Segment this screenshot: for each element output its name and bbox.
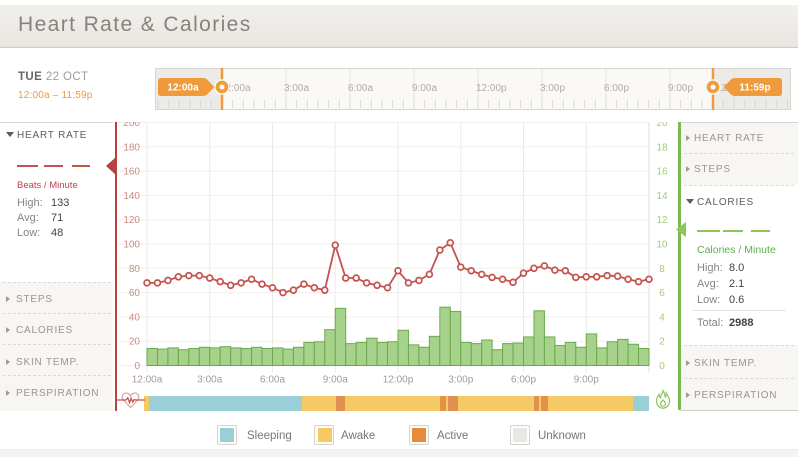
svg-text:14: 14 <box>656 191 668 202</box>
svg-text:20: 20 <box>656 122 668 129</box>
svg-text:9:00p: 9:00p <box>574 375 599 386</box>
svg-text:18: 18 <box>656 142 668 153</box>
svg-text:12:00p: 12:00p <box>383 375 414 386</box>
svg-text:200: 200 <box>123 122 140 129</box>
svg-text:12:00a: 12:00a <box>167 83 199 94</box>
svg-text:6:00a: 6:00a <box>260 375 285 386</box>
svg-text:12:00a: 12:00a <box>132 375 163 386</box>
svg-text:20: 20 <box>129 337 141 348</box>
svg-text:0: 0 <box>134 361 140 372</box>
svg-text:10: 10 <box>656 240 668 251</box>
svg-text:12:00p: 12:00p <box>476 83 507 94</box>
svg-text:3:00p: 3:00p <box>448 375 473 386</box>
svg-text:12: 12 <box>656 215 668 226</box>
svg-text:3:00a: 3:00a <box>284 83 309 94</box>
svg-text:40: 40 <box>129 312 141 323</box>
svg-text:6: 6 <box>659 288 665 299</box>
svg-text:120: 120 <box>123 215 140 226</box>
svg-text:12:00a: 12:00a <box>220 83 251 94</box>
svg-text:9:00a: 9:00a <box>412 83 437 94</box>
svg-text:3:00p: 3:00p <box>540 83 565 94</box>
svg-text:8: 8 <box>659 264 665 275</box>
svg-text:60: 60 <box>129 288 141 299</box>
svg-text:11:59p: 11:59p <box>739 83 770 94</box>
svg-text:2: 2 <box>659 337 665 348</box>
svg-text:6:00p: 6:00p <box>511 375 536 386</box>
svg-text:9:00p: 9:00p <box>668 83 693 94</box>
svg-text:160: 160 <box>123 167 140 178</box>
svg-text:9:00a: 9:00a <box>323 375 348 386</box>
svg-text:140: 140 <box>123 191 140 202</box>
svg-text:4: 4 <box>659 312 665 323</box>
svg-text:3:00a: 3:00a <box>197 375 222 386</box>
svg-text:6:00a: 6:00a <box>348 83 373 94</box>
svg-text:80: 80 <box>129 264 141 275</box>
svg-text:6:00p: 6:00p <box>604 83 629 94</box>
svg-text:16: 16 <box>656 167 668 178</box>
svg-text:100: 100 <box>123 240 140 251</box>
svg-text:0: 0 <box>659 361 665 372</box>
svg-text:180: 180 <box>123 142 140 153</box>
